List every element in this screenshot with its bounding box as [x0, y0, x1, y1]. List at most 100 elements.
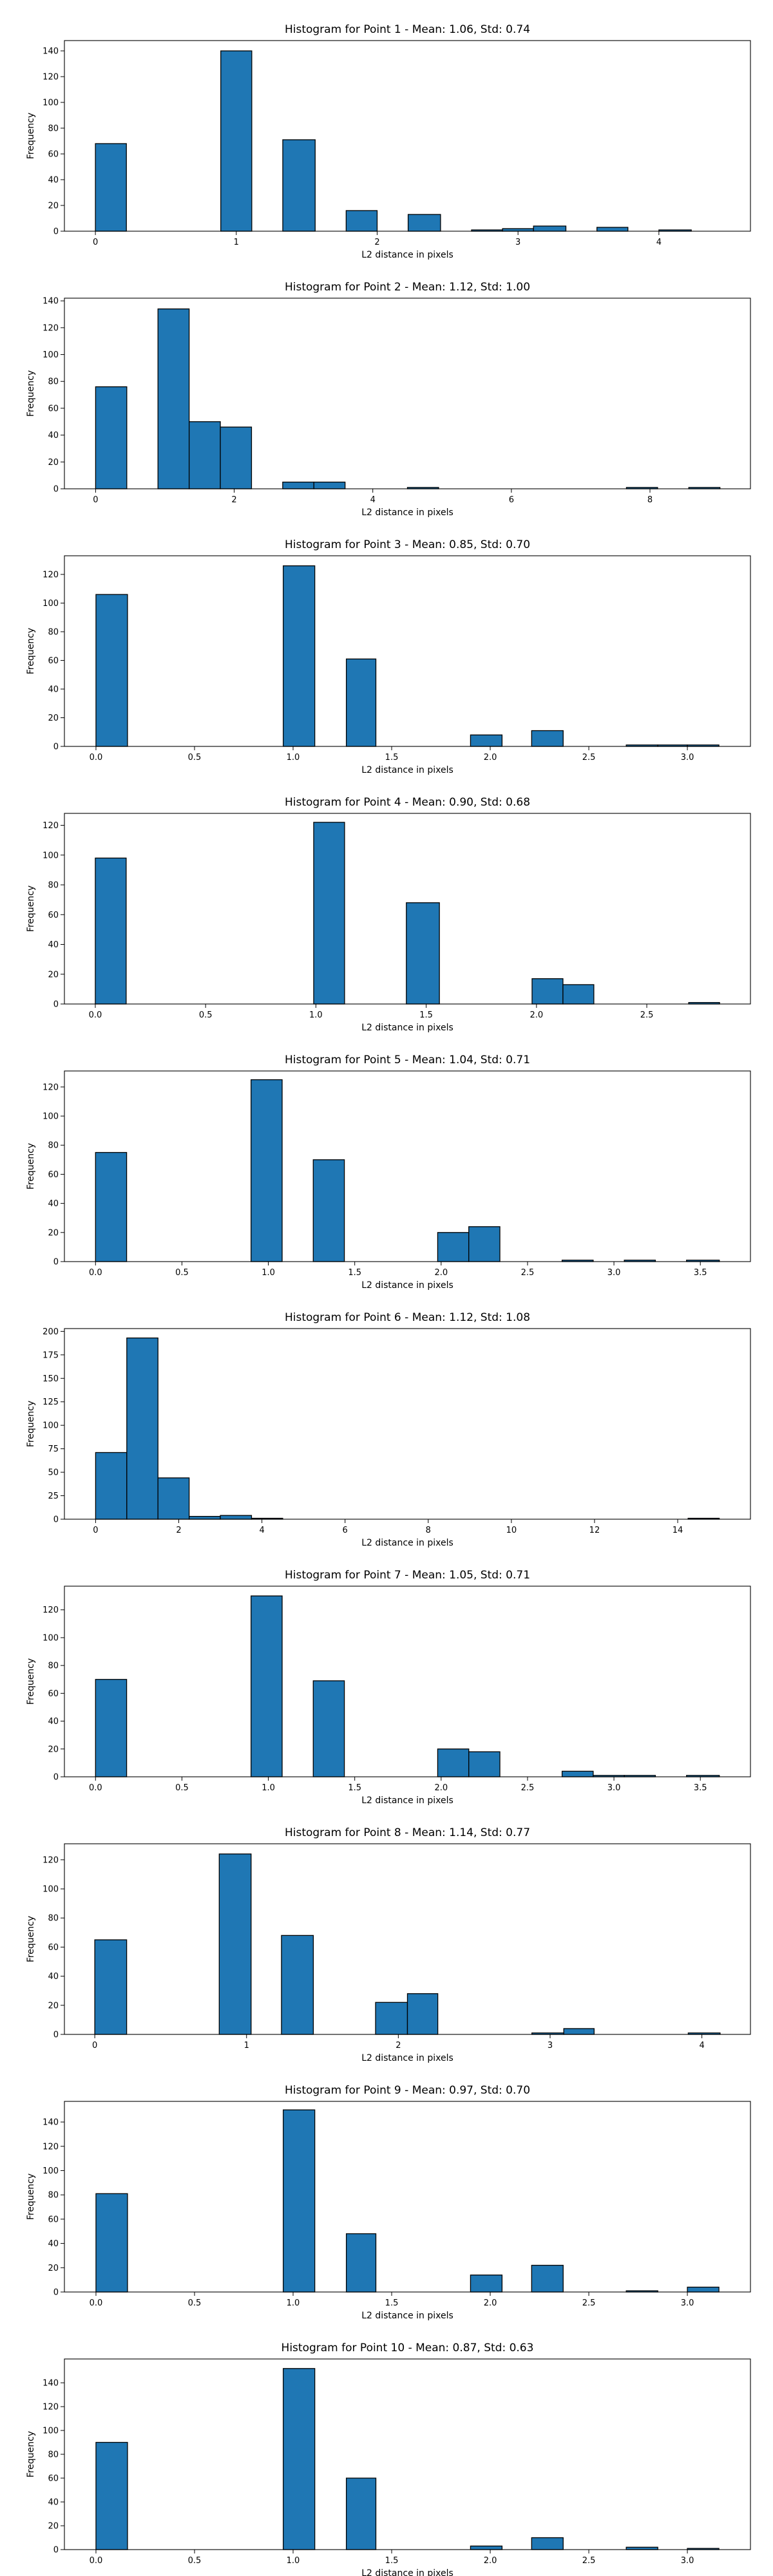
histogram-bar — [407, 214, 441, 232]
y-tick-label: 40 — [48, 176, 59, 185]
y-tick-label: 0 — [53, 1773, 59, 1783]
histogram-bar — [95, 857, 127, 1005]
x-tick-label: 4 — [259, 1526, 264, 1535]
y-axis-label: Frequency — [26, 2431, 36, 2477]
x-tick-label: 12 — [589, 1526, 600, 1535]
x-tick-label: 1.0 — [262, 1268, 275, 1278]
histogram-bar — [531, 730, 564, 747]
histogram-bar — [94, 1939, 128, 2035]
x-tick-label: 2.5 — [582, 2556, 596, 2566]
y-tick-label: 60 — [48, 1170, 59, 1180]
y-tick-label: 20 — [48, 2264, 59, 2273]
x-tick-label: 6 — [509, 495, 514, 505]
y-tick-label: 0 — [53, 2288, 59, 2298]
x-tick-label: 0.5 — [188, 2298, 202, 2308]
histogram-bar — [468, 1751, 501, 1777]
x-tick-label: 0.0 — [89, 1010, 102, 1020]
y-tick-label: 40 — [48, 431, 59, 440]
x-tick-label: 6 — [343, 1526, 348, 1535]
x-tick-label: 1.5 — [385, 2556, 399, 2566]
y-axis-label: Frequency — [26, 628, 36, 674]
histogram-bar — [282, 139, 316, 232]
x-tick-label: 2.5 — [582, 2298, 596, 2308]
x-tick-label: 2.5 — [521, 1783, 535, 1793]
y-tick-label: 40 — [48, 2239, 59, 2249]
histogram-bar — [95, 2441, 128, 2550]
y-tick-label: 80 — [48, 1141, 59, 1151]
histogram-bar — [406, 1993, 439, 2035]
x-tick-label: 3 — [515, 238, 520, 247]
x-tick-label: 0.0 — [90, 753, 103, 762]
y-tick-label: 0 — [53, 2031, 59, 2040]
axes-frame — [64, 555, 751, 747]
histogram-bar — [283, 565, 316, 747]
histogram-panel-5: Histogram for Point 5 - Mean: 1.04, Std:… — [26, 1054, 751, 1291]
histogram-bar — [470, 2545, 503, 2550]
y-tick-label: 60 — [48, 656, 59, 666]
x-tick-label: 2.0 — [484, 753, 497, 762]
y-tick-label: 0 — [53, 2546, 59, 2555]
histogram-bar — [157, 308, 190, 489]
histogram-bar — [95, 386, 128, 489]
histogram-bar — [596, 227, 629, 232]
y-tick-label: 20 — [48, 1745, 59, 1754]
y-tick-label: 200 — [43, 1327, 59, 1337]
chart-title: Histogram for Point 4 - Mean: 0.90, Std:… — [285, 796, 530, 809]
y-tick-label: 20 — [48, 1228, 59, 1238]
y-tick-label: 100 — [43, 2166, 59, 2176]
axes-frame — [64, 2101, 751, 2293]
x-tick-label: 0.5 — [199, 1010, 213, 1020]
axes-frame — [64, 1586, 751, 1777]
y-tick-label: 120 — [43, 1605, 59, 1615]
histogram-bar — [345, 2233, 377, 2293]
histogram-bar — [561, 1770, 594, 1777]
histogram-bar — [157, 1477, 190, 1520]
y-tick-label: 120 — [43, 1083, 59, 1092]
x-tick-label: 2.5 — [640, 1010, 654, 1020]
y-tick-label: 40 — [48, 2498, 59, 2508]
x-tick-label: 14 — [673, 1526, 683, 1535]
chart-title: Histogram for Point 3 - Mean: 0.85, Std:… — [285, 538, 530, 551]
y-tick-label: 20 — [48, 458, 59, 468]
y-tick-label: 0 — [53, 743, 59, 752]
y-tick-label: 20 — [48, 202, 59, 211]
y-axis-label: Frequency — [26, 886, 36, 932]
histogram-panel-10: Histogram for Point 10 - Mean: 0.87, Std… — [26, 2342, 751, 2576]
histogram-bar — [345, 658, 377, 747]
histogram-bar — [625, 2546, 658, 2550]
histogram-bar — [126, 1337, 158, 1520]
histogram-bar — [437, 1232, 470, 1262]
x-tick-label: 1.0 — [287, 2298, 300, 2308]
histogram-panel-9: Histogram for Point 9 - Mean: 0.97, Std:… — [26, 2084, 751, 2321]
x-tick-label: 1.5 — [419, 1010, 433, 1020]
x-tick-label: 1 — [234, 238, 239, 247]
x-tick-label: 0.0 — [90, 2556, 103, 2566]
x-tick-label: 4 — [370, 495, 376, 505]
histogram-bar — [687, 2286, 720, 2293]
histogram-panel-7: Histogram for Point 7 - Mean: 1.05, Std:… — [26, 1569, 751, 1806]
chart-title: Histogram for Point 2 - Mean: 1.12, Std:… — [285, 281, 530, 294]
axes-frame — [64, 298, 751, 489]
y-axis-label: Frequency — [26, 1401, 36, 1447]
histogram-bar — [95, 1452, 128, 1520]
x-tick-label: 0.0 — [90, 2298, 103, 2308]
x-tick-label: 3.5 — [694, 1268, 707, 1278]
y-tick-label: 140 — [43, 2118, 59, 2128]
y-axis-label: Frequency — [26, 113, 36, 159]
y-tick-label: 100 — [43, 599, 59, 609]
axes-frame — [64, 1070, 751, 1262]
histogram-bar — [345, 210, 378, 232]
axes-frame — [64, 2358, 751, 2550]
x-tick-label: 2.0 — [434, 1783, 448, 1793]
histogram-bar — [95, 1151, 128, 1262]
x-axis-label: L2 distance in pixels — [361, 1795, 453, 1806]
histogram-panel-4: Histogram for Point 4 - Mean: 0.90, Std:… — [26, 796, 751, 1033]
x-tick-label: 0 — [92, 2041, 97, 2050]
histogram-bar — [312, 1159, 345, 1262]
y-tick-label: 80 — [48, 2191, 59, 2201]
x-tick-label: 0.5 — [175, 1268, 189, 1278]
histogram-bar — [375, 2002, 408, 2035]
x-axis-label: L2 distance in pixels — [361, 2053, 453, 2063]
x-tick-label: 3.0 — [681, 2556, 694, 2566]
